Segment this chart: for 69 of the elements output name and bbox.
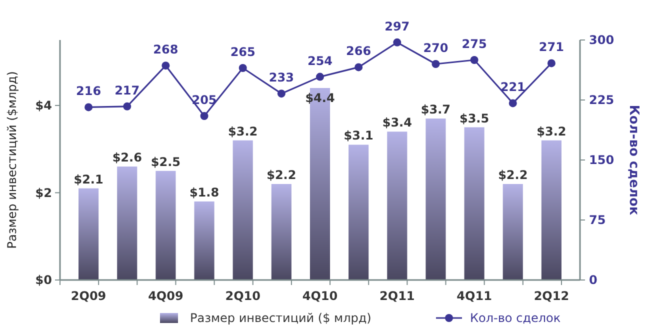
bar <box>464 127 484 280</box>
data-label: $2.6 <box>112 150 142 165</box>
data-label: 270 <box>423 41 448 55</box>
y-tick-label: $0 <box>35 273 52 288</box>
data-label: $2.1 <box>74 172 104 186</box>
data-label: $3.1 <box>344 128 374 143</box>
bar <box>78 188 99 280</box>
data-label: $3.2 <box>536 124 566 138</box>
data-label: 271 <box>538 40 564 54</box>
y-axis-title: Размер инвестиций ($млрд) <box>5 71 19 249</box>
point <box>123 102 132 110</box>
data-label: $2.2 <box>266 168 296 182</box>
bar <box>426 118 446 280</box>
x-tick-label: 4Q11 <box>456 289 492 303</box>
legend-label: Кол-во сделок <box>470 311 561 325</box>
point <box>547 59 556 68</box>
x-tick-label: 2Q10 <box>225 289 260 303</box>
data-label: $1.8 <box>189 185 220 200</box>
data-label: $3.7 <box>420 102 451 117</box>
data-label: 268 <box>153 42 178 57</box>
point <box>393 38 402 46</box>
data-label: 265 <box>230 45 256 59</box>
point <box>354 63 363 72</box>
y2-tick-label: 75 <box>589 213 606 228</box>
bar <box>348 144 369 280</box>
y2-tick-label: 150 <box>589 153 614 168</box>
x-tick-label: 2Q09 <box>70 289 106 303</box>
point <box>316 72 324 81</box>
point <box>508 99 517 108</box>
data-label: $3.4 <box>382 116 412 130</box>
bar <box>117 166 138 280</box>
y-tick-label: $2 <box>35 186 52 200</box>
y2-axis-title: Кол-во сделок <box>626 104 641 216</box>
data-label: $3.2 <box>228 124 258 138</box>
x-tick-label: 2Q12 <box>534 289 570 303</box>
bar <box>541 140 562 280</box>
data-label: $4.4 <box>305 91 335 105</box>
point <box>277 90 286 98</box>
data-label: $2.5 <box>150 154 180 169</box>
point <box>432 60 440 68</box>
data-label: 266 <box>346 44 372 58</box>
y2-tick-label: 300 <box>589 33 614 48</box>
data-label: 275 <box>462 37 487 51</box>
x-tick-label: 4Q10 <box>302 289 338 303</box>
y2-tick-label: 225 <box>589 93 614 108</box>
y2-tick-label: 0 <box>589 273 598 288</box>
x-tick-label: 4Q09 <box>148 289 184 303</box>
x-tick-label: 2Q11 <box>380 289 415 303</box>
bar <box>232 140 253 280</box>
bar <box>502 184 523 280</box>
data-label: 297 <box>384 19 410 34</box>
data-label: $2.2 <box>498 168 528 182</box>
data-label: 233 <box>268 70 294 85</box>
data-label: 216 <box>76 84 102 98</box>
bar <box>156 170 176 280</box>
point <box>200 112 208 120</box>
bar <box>387 132 408 280</box>
y-tick-label: $4 <box>35 98 52 113</box>
point <box>162 62 170 70</box>
data-label: $3.5 <box>460 111 490 126</box>
data-label: 254 <box>307 54 333 68</box>
point <box>238 64 247 72</box>
bar <box>271 184 292 280</box>
data-label: 221 <box>500 80 526 94</box>
bar <box>194 201 214 280</box>
legend-label: Размер инвестиций ($ млрд) <box>190 311 372 325</box>
point <box>84 103 93 112</box>
point <box>470 56 478 64</box>
data-label: 217 <box>114 83 140 98</box>
